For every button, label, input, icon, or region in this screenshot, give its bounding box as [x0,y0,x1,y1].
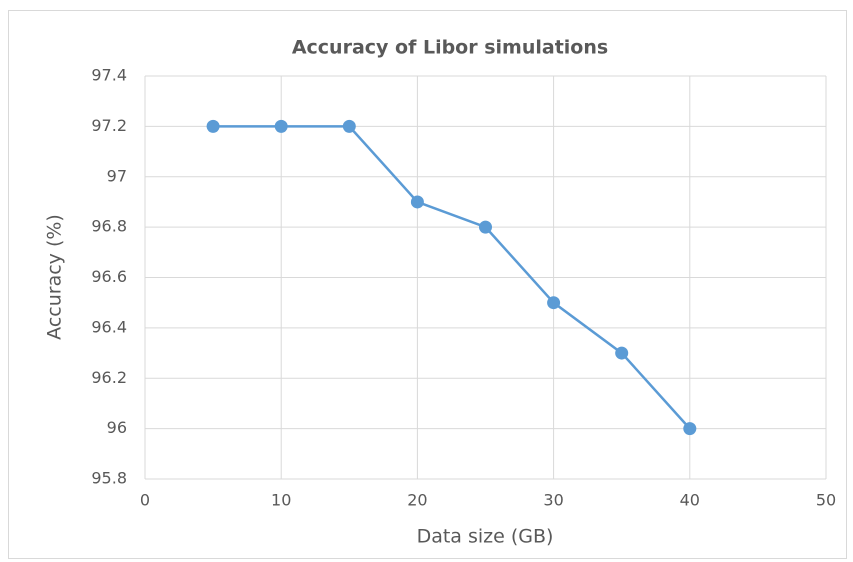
data-point [410,195,424,209]
data-point [683,422,697,436]
y-tick-label: 97 [107,166,127,185]
data-point [547,296,561,310]
series-line [213,125,691,430]
x-tick-label: 30 [543,491,563,510]
x-tick-label: 40 [680,491,700,510]
y-tick-label: 96.8 [91,217,127,236]
x-tick-label: 10 [271,491,291,510]
y-axis-label: Accuracy (%) [44,214,66,340]
y-tick-label: 97.4 [91,66,127,85]
data-point [342,119,356,133]
chart-title: Accuracy of Libor simulations [292,37,608,59]
y-tick-label: 95.8 [91,469,127,488]
x-tick-label: 50 [816,491,836,510]
data-point [479,220,492,234]
x-tick-label: 0 [140,491,150,510]
chart-frame [8,10,847,559]
y-tick-label: 97.2 [91,116,127,135]
data-point [206,119,220,133]
x-tick-label: 20 [407,491,427,510]
data-point [274,119,288,133]
y-tick-label: 96.2 [91,368,127,387]
data-point [615,346,629,360]
y-tick-label: 96.6 [91,267,127,286]
x-axis-label: Data size (GB) [417,526,554,548]
y-tick-label: 96 [107,418,127,437]
y-tick-label: 96.4 [91,317,127,336]
